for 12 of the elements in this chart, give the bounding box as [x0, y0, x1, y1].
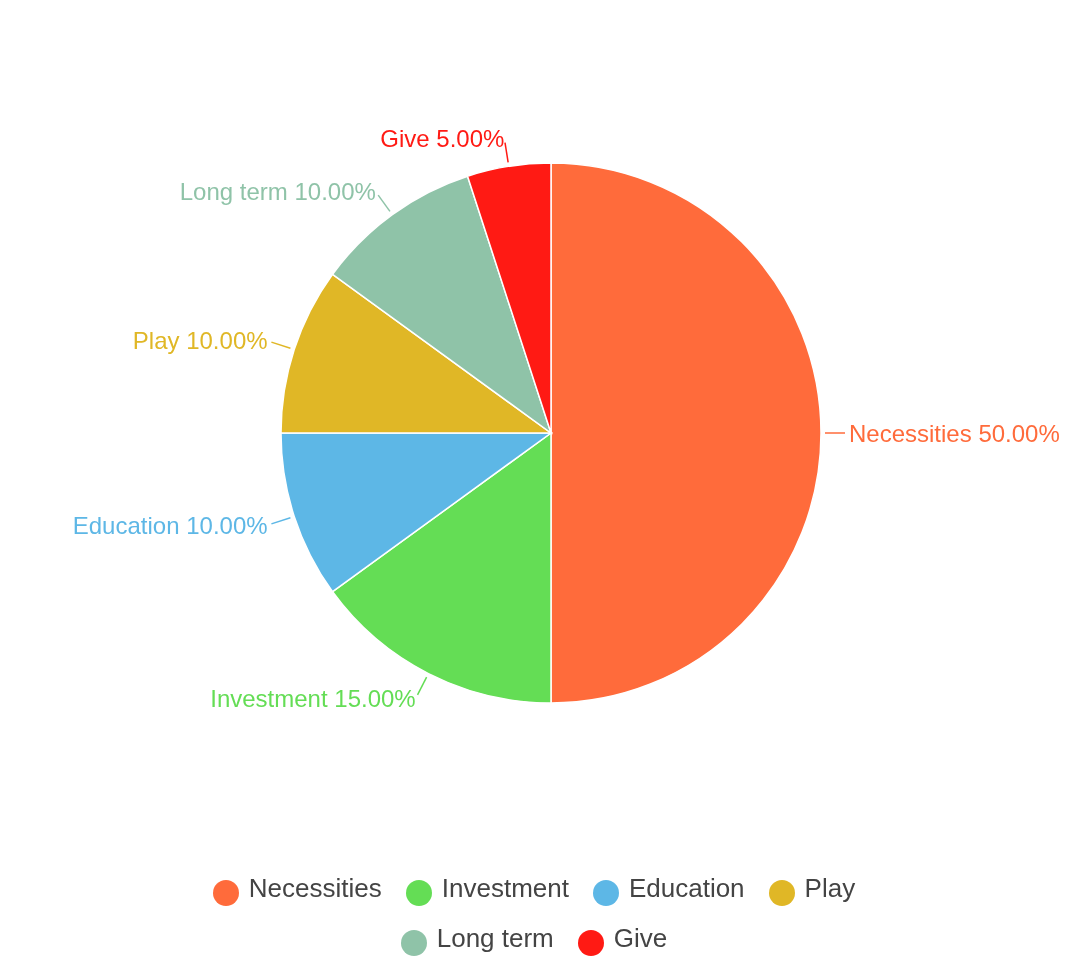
legend-label: Investment: [441, 873, 569, 903]
category-label: Give 5.00%: [380, 125, 505, 153]
legend-label: Give: [613, 923, 668, 953]
legend-label: Long term: [436, 923, 554, 953]
legend-label: Necessities: [248, 873, 382, 903]
category-label: Education 10.00%: [72, 511, 268, 539]
category-label: Necessities 50.00%: [849, 419, 1060, 447]
legend-label: Play: [804, 873, 856, 903]
category-label: Play 10.00%: [132, 327, 268, 355]
legend-label: Education: [628, 873, 745, 903]
category-label: Investment 15.00%: [210, 685, 416, 713]
category-label: Long term 10.00%: [179, 178, 376, 206]
